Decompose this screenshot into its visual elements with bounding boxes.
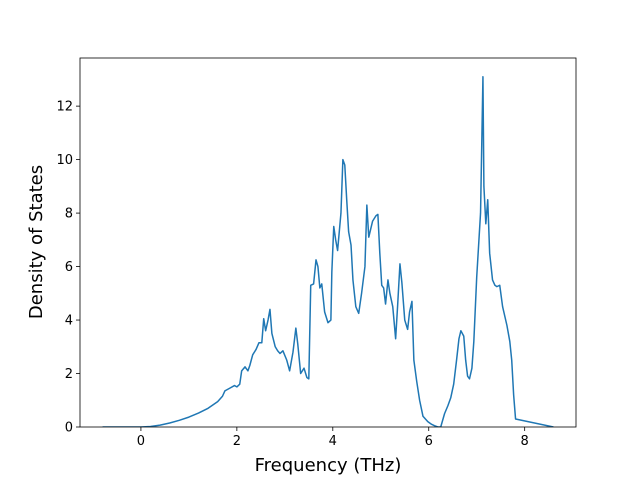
x-tick-label: 4	[329, 434, 337, 449]
y-tick-label: 2	[65, 367, 73, 382]
x-tick-label: 0	[137, 434, 145, 449]
x-axis-label: Frequency (THz)	[255, 455, 402, 476]
y-tick-label: 6	[65, 260, 73, 275]
x-tick-label: 6	[425, 434, 433, 449]
plot-frame	[79, 57, 577, 428]
y-tick-label: 12	[56, 100, 73, 115]
y-tick-label: 4	[65, 314, 73, 329]
x-tick-label: 8	[521, 434, 529, 449]
y-tick-label: 10	[56, 153, 73, 168]
line-series	[102, 75, 554, 427]
y-axis-label: Density of States	[26, 165, 47, 319]
y-tick-label: 8	[65, 207, 73, 222]
y-tick-label: 0	[65, 421, 73, 436]
x-tick-label: 2	[233, 434, 241, 449]
